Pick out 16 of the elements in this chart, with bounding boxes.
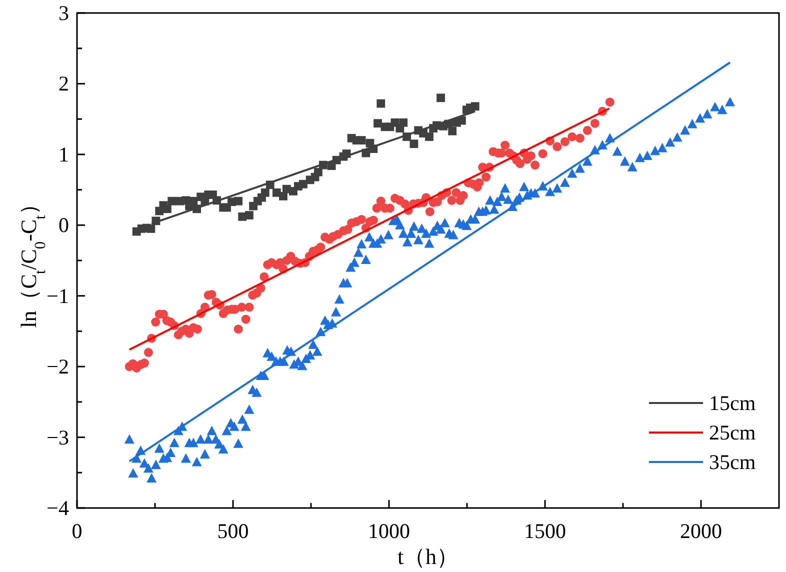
y-tick-label: 0 (58, 213, 69, 238)
legend-label: 25cm (709, 420, 756, 444)
y-tick-label: 2 (58, 72, 69, 96)
y-tick-label: −2 (46, 354, 69, 379)
x-tick-label: 1500 (524, 519, 566, 543)
x-axis-title: t（h） (397, 544, 459, 569)
y-tick-label: −3 (46, 425, 69, 450)
y-tick-label: −1 (46, 284, 69, 308)
legend-label: 15cm (709, 391, 756, 415)
x-tick-label: 1000 (368, 519, 410, 543)
x-tick-label: 500 (217, 519, 249, 543)
x-tick-label: 2000 (680, 519, 722, 543)
y-tick-label: 3 (58, 1, 69, 25)
y-tick-label: 1 (58, 142, 69, 166)
y-tick-label: −4 (46, 496, 70, 520)
legend-label: 35cm (709, 450, 756, 474)
